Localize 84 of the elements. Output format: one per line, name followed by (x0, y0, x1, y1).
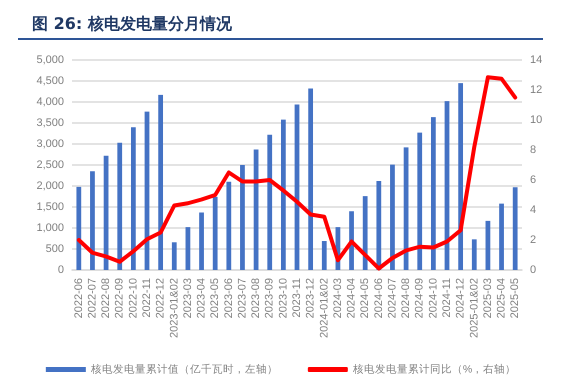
bar (144, 112, 150, 270)
chart-title: 图 26: 核电发电量分月情况 (18, 10, 543, 40)
y2-tick-label: 12 (530, 84, 542, 96)
x-tick-label: 2023-06 (222, 278, 235, 318)
bar (90, 171, 95, 270)
y-tick-label: 4,500 (36, 75, 64, 87)
line-series (76, 75, 518, 270)
bar (172, 242, 177, 270)
bar (76, 186, 82, 270)
x-tick-label: 2023-03 (182, 278, 194, 318)
bar (117, 142, 122, 270)
y-tick-label: 1,500 (36, 201, 64, 213)
y2-tick-label: 14 (530, 54, 542, 66)
x-tick-label: 2024-06 (372, 278, 385, 318)
y-tick-label: 2,500 (36, 159, 64, 171)
y-tick-label: 3,000 (36, 138, 64, 150)
x-tick-label: 2022-10 (127, 278, 140, 318)
x-tick-label: 2024-05 (359, 278, 372, 318)
y-tick-label: 4,000 (36, 96, 64, 108)
bar (280, 120, 286, 270)
x-tick-label: 2023-01&02 (168, 278, 180, 338)
bar (390, 164, 395, 270)
y2-tick-label: 6 (530, 174, 536, 186)
x-tick-label: 2024-10 (427, 278, 440, 318)
bar (499, 204, 504, 270)
y2-tick-label: 2 (530, 234, 536, 246)
y-tick-label: 2,000 (36, 180, 64, 192)
bar (417, 132, 422, 270)
x-tick-label: 2023-10 (277, 278, 290, 318)
y-tick-label: 5,000 (36, 54, 64, 66)
bar (254, 149, 258, 270)
x-tick-label: 2022-12 (154, 278, 167, 318)
x-tick-label: 2023-12 (304, 278, 317, 318)
bar (444, 101, 450, 270)
x-tick-label: 2022-07 (86, 278, 98, 318)
x-tick-label: 2024-09 (414, 278, 426, 318)
bar (308, 88, 314, 270)
x-tick-label: 2025-03 (482, 278, 494, 318)
bar (199, 212, 204, 270)
bar (226, 182, 232, 270)
bar (186, 227, 190, 270)
x-tick-label: 2023-07 (236, 278, 248, 318)
bar (512, 187, 518, 270)
x-tick-label: 2023-05 (209, 278, 222, 318)
y2-tick-label: 8 (530, 144, 536, 156)
y2-tick-label: 10 (530, 114, 542, 126)
x-tick-label: 2024-04 (346, 278, 358, 318)
bar (212, 196, 218, 270)
bar (240, 165, 245, 270)
y2-tick-label: 4 (530, 204, 536, 216)
legend-label: 核电发电量累计值（亿千瓦时，左轴） (90, 362, 278, 376)
y-tick-label: 500 (46, 243, 64, 255)
x-tick-label: 2023-09 (264, 278, 276, 318)
x-tick-label: 2024-01&02 (318, 278, 330, 338)
y-tick-label: 3,500 (36, 117, 64, 129)
x-tick-label: 2022-09 (114, 278, 126, 318)
x-tick-label: 2022-08 (100, 278, 112, 318)
x-tick-label: 2025-05 (509, 278, 522, 318)
bar (130, 127, 136, 270)
x-tick-label: 2024-12 (454, 278, 467, 318)
y2-tick-label: 0 (530, 264, 536, 276)
legend-label: 核电发电量累计同比（%，右轴） (352, 362, 516, 376)
bar (294, 104, 300, 270)
bar (267, 134, 272, 270)
x-tick-label: 2023-11 (291, 278, 303, 318)
y-tick-label: 0 (58, 264, 64, 276)
x-tick-label: 2023-04 (196, 278, 208, 318)
x-tick-label: 2024-07 (386, 278, 398, 318)
bar (322, 241, 327, 270)
x-tick-label: 2022-11 (141, 278, 153, 318)
x-tick-label: 2024-03 (332, 278, 344, 318)
y-tick-label: 1,000 (36, 222, 64, 234)
x-tick-label: 2024-11 (441, 278, 453, 318)
bar (430, 117, 436, 270)
x-tick-label: 2025-04 (496, 278, 508, 318)
bar (472, 239, 477, 270)
bar (486, 220, 490, 270)
x-tick-label: 2023-08 (250, 278, 262, 318)
bar (158, 94, 164, 270)
x-tick-label: 2025-01&02 (468, 278, 480, 338)
x-tick-label: 2022-06 (72, 278, 85, 318)
bar (404, 147, 408, 270)
x-tick-label: 2024-08 (400, 278, 412, 318)
bar (104, 156, 108, 270)
